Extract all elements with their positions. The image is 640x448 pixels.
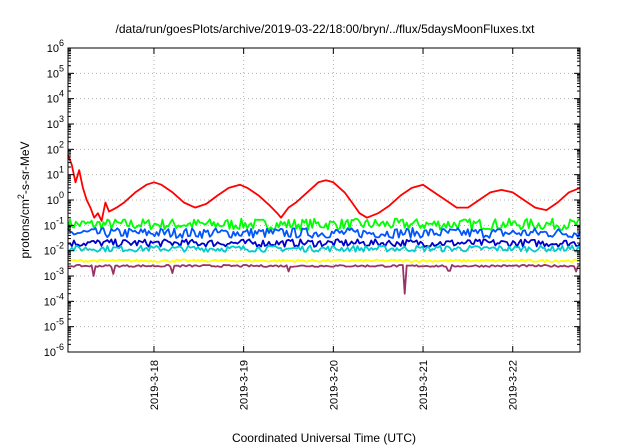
- x-tick-label: 2019-3-22: [508, 360, 520, 410]
- gridlines: [68, 48, 580, 352]
- y-tick-label: 10-2: [44, 241, 64, 258]
- y-tick-label: 106: [47, 38, 64, 55]
- chart-title: /data/run/goesPlots/archive/2019-03-22/1…: [116, 22, 536, 36]
- x-tick-label: 2019-3-19: [239, 360, 251, 410]
- series-line-6: [67, 258, 581, 263]
- series-line-1: [67, 154, 581, 222]
- y-axis-label: protons/cm2-s-sr-MeV: [16, 141, 32, 258]
- y-tick-label: 10-1: [44, 215, 64, 232]
- y-tick-label: 10-4: [44, 291, 64, 308]
- series-line-5: [67, 244, 581, 253]
- y-tick-label: 104: [47, 89, 64, 106]
- x-axis-ticks: 2019-3-18 2019-3-19 2019-3-20 2019-3-21 2019…: [149, 48, 520, 410]
- series-line-7: [67, 264, 581, 295]
- series-line-4: [67, 238, 581, 248]
- y-tick-label: 101: [47, 165, 64, 182]
- y-tick-label: 103: [47, 114, 64, 131]
- y-tick-label: 10-5: [44, 317, 64, 334]
- y-axis-ticks: 10-6 10-5 10-4 10-3 10-2 10-1 100 101 102 103 104 1…: [44, 38, 580, 359]
- x-tick-label: 2019-3-20: [328, 360, 340, 410]
- x-axis-label: Coordinated Universal Time (UTC): [232, 431, 416, 445]
- x-tick-label: 2019-3-21: [418, 360, 430, 410]
- series-line-2: [67, 217, 581, 231]
- y-tick-label: 100: [47, 190, 64, 207]
- series-line-3: [67, 227, 581, 239]
- y-tick-label: 102: [47, 139, 64, 156]
- y-tick-label: 105: [47, 63, 64, 80]
- series-group: [67, 154, 581, 295]
- y-tick-label: 10-3: [44, 266, 64, 283]
- y-tick-label: 10-6: [44, 342, 64, 359]
- x-tick-label: 2019-3-18: [149, 360, 161, 410]
